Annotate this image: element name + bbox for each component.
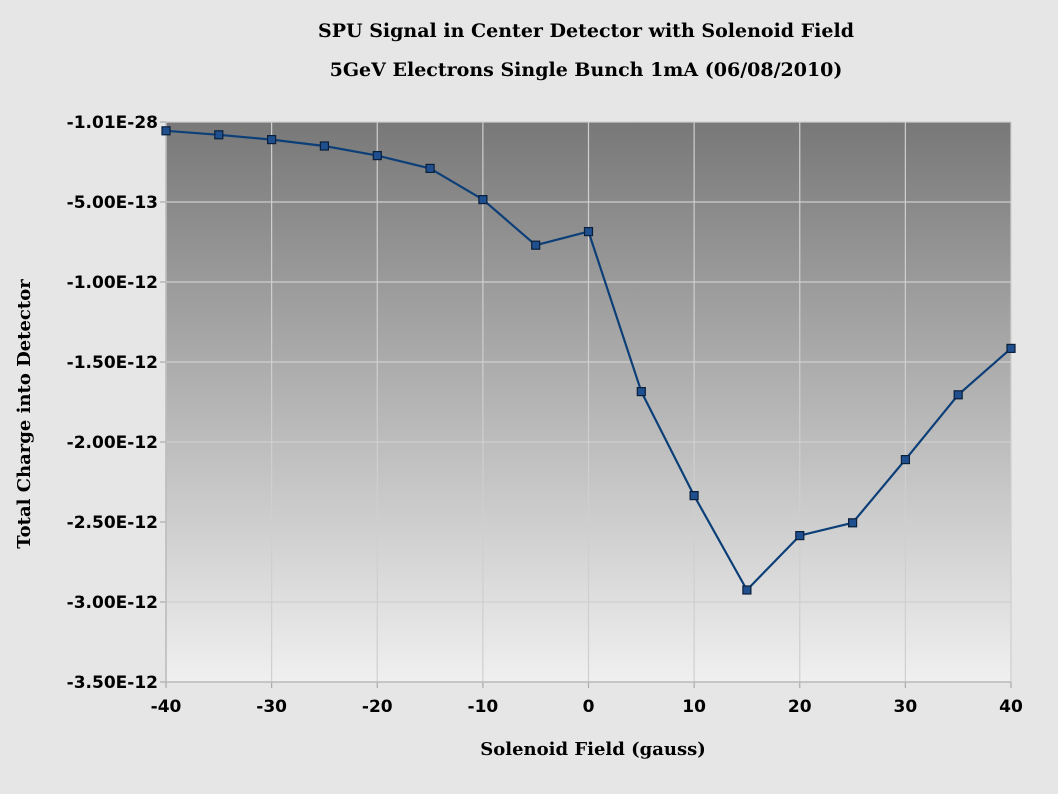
data-point-marker [425,163,435,173]
data-point-marker [953,390,963,400]
data-point-marker [1006,343,1016,353]
data-point-marker [900,455,911,465]
x-axis-title: Solenoid Field (gauss) [480,739,705,760]
data-point-marker [372,151,382,161]
data-point-marker [583,227,594,237]
chart-title: SPU Signal in Center Detector with Solen… [318,20,854,42]
x-tick-label: -40 [151,697,182,717]
y-tick-label: -3.50E-12 [67,673,158,693]
x-tick-label: 40 [999,697,1023,717]
y-tick-label: -3.00E-12 [67,593,158,613]
y-tick-label: -1.50E-12 [67,353,158,373]
data-point-marker [161,126,171,136]
x-tick-label: 10 [682,697,706,717]
data-point-marker [742,585,752,595]
data-point-marker [319,141,329,151]
data-point-marker [847,518,858,528]
y-tick-label: -2.00E-12 [67,433,158,453]
grid-lines [165,121,1012,683]
x-tick-label: -10 [468,697,499,717]
x-tick-label: 30 [894,697,918,717]
data-point-marker [214,130,224,140]
data-point-marker [636,387,646,397]
data-point-marker [795,530,805,541]
x-tick-label: -20 [362,697,393,717]
x-tick-label: 20 [788,697,812,717]
data-point-marker [267,135,277,145]
x-tick-label: -30 [256,697,287,717]
y-tick-label: -1.00E-12 [67,273,158,293]
y-axis-title: Total Charge into Detector [14,279,35,549]
tick-labels: -40 -30 -20 -10 0 10 20 30 40 -1.01E-28 -5.00E-13 -… [67,113,1023,717]
data-point-marker [478,195,488,205]
data-point-marker [531,240,541,250]
chart-subtitle: 5GeV Electrons Single Bunch 1mA (06/08/2… [330,59,843,81]
x-tick-label: 0 [583,697,595,717]
y-tick-label: -1.01E-28 [67,113,158,133]
data-series [161,126,1016,595]
data-point-marker [689,491,699,501]
axes [160,121,1012,688]
y-tick-label: -2.50E-12 [67,513,158,533]
y-tick-label: -5.00E-13 [67,193,158,213]
